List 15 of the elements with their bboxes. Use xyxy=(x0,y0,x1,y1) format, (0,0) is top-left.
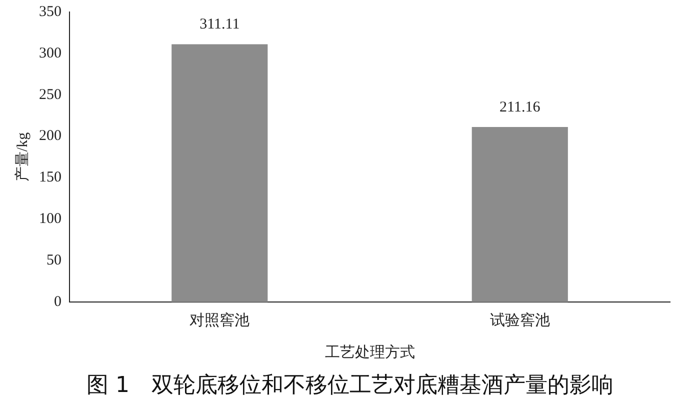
x-axis-title: 工艺处理方式 xyxy=(324,344,415,361)
data-label: 311.11 xyxy=(200,16,240,33)
x-tick-label: 试验窖池 xyxy=(490,312,550,329)
y-axis-title: 产量/kg xyxy=(14,132,31,182)
y-tick-label: 50 xyxy=(46,252,62,269)
data-label: 211.16 xyxy=(500,99,541,116)
y-tick-label: 250 xyxy=(39,86,62,103)
y-tick-label: 100 xyxy=(39,211,62,228)
y-tick-label: 200 xyxy=(39,128,62,144)
y-tick-label: 300 xyxy=(39,45,62,62)
y-tick-label: 0 xyxy=(54,294,62,310)
y-tick-label: 150 xyxy=(39,170,62,186)
caption: 图 1 双轮底移位和不移位工艺对底糟基酒产量的影响 xyxy=(86,372,614,400)
x-tick-label: 对照窖池 xyxy=(190,312,250,329)
y-tick-label: 350 xyxy=(39,4,62,20)
